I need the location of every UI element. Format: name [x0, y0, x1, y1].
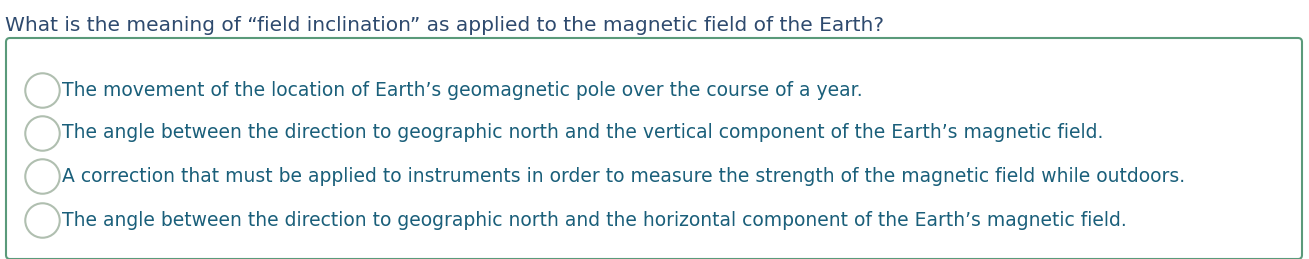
- Text: A correction that must be applied to instruments in order to measure the strengt: A correction that must be applied to ins…: [62, 167, 1185, 185]
- Text: The movement of the location of Earth’s geomagnetic pole over the course of a ye: The movement of the location of Earth’s …: [62, 81, 863, 99]
- Point: [31, 88, 52, 92]
- Text: The angle between the direction to geographic north and the horizontal component: The angle between the direction to geogr…: [62, 211, 1127, 229]
- Point: [31, 218, 52, 222]
- Text: The angle between the direction to geographic north and the vertical component o: The angle between the direction to geogr…: [62, 124, 1103, 142]
- Point: [31, 174, 52, 178]
- Point: [31, 131, 52, 135]
- FancyBboxPatch shape: [7, 38, 1302, 259]
- Text: What is the meaning of “field inclination” as applied to the magnetic field of t: What is the meaning of “field inclinatio…: [5, 16, 884, 35]
